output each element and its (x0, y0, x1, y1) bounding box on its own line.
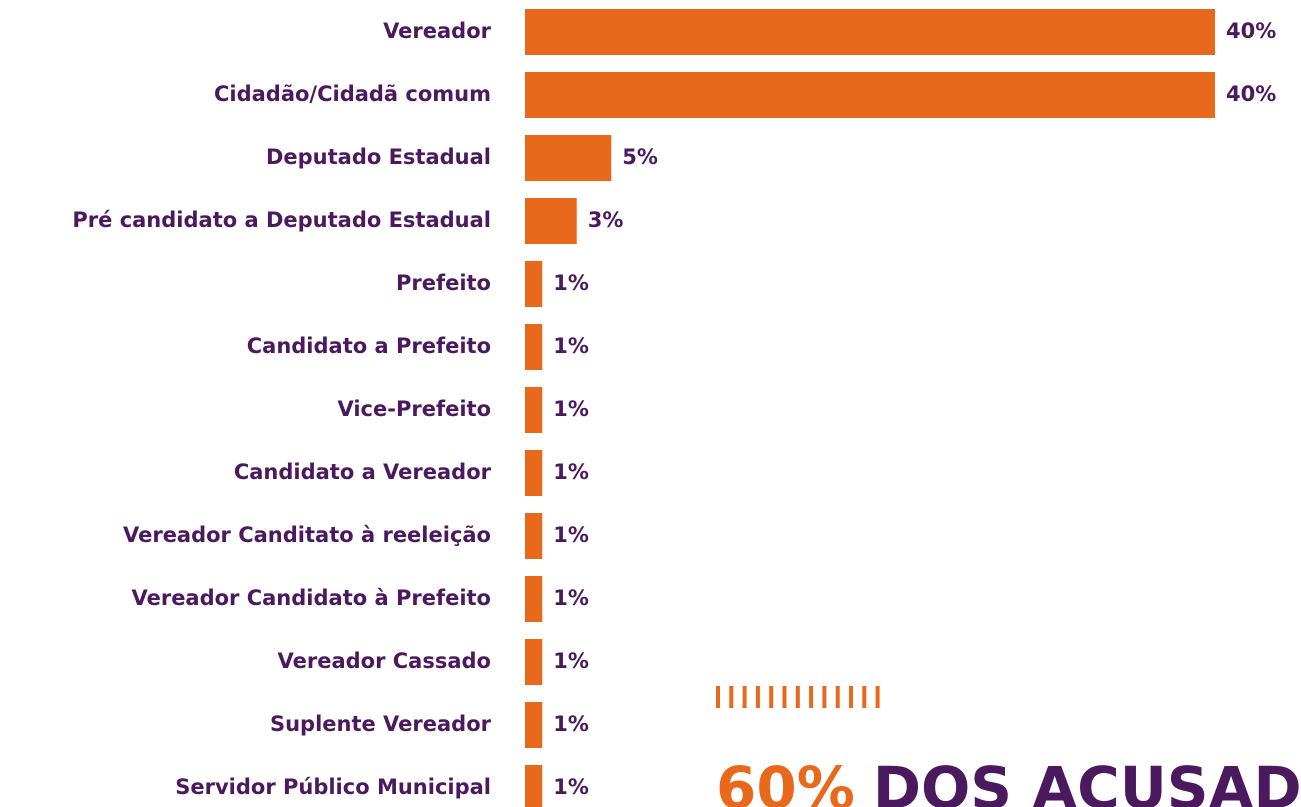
category-label: Candidato a Vereador (234, 460, 492, 484)
value-label: 1% (553, 775, 589, 799)
decoration-tick (716, 686, 720, 708)
bar (525, 387, 543, 433)
category-label: Servidor Público Municipal (175, 775, 491, 799)
value-label: 5% (622, 145, 658, 169)
decoration-tick (782, 686, 787, 708)
value-label: 1% (553, 523, 589, 547)
bar (525, 576, 543, 622)
bar (525, 450, 543, 496)
bar (525, 324, 543, 370)
value-label: 1% (553, 712, 589, 736)
decoration-ticks (716, 686, 880, 708)
decoration-tick (822, 686, 827, 708)
value-label: 1% (553, 460, 589, 484)
bar (525, 639, 543, 685)
decoration-tick (809, 686, 814, 708)
decoration-tick (835, 686, 840, 708)
decoration-tick (862, 686, 867, 708)
decoration-tick (875, 686, 880, 708)
value-label: 1% (553, 649, 589, 673)
value-label: 1% (553, 271, 589, 295)
bar (525, 765, 543, 807)
decoration-tick (795, 686, 800, 708)
category-label: Vereador Candidato à Prefeito (131, 586, 491, 610)
decoration-tick (849, 686, 853, 708)
decoration-tick (729, 686, 734, 708)
category-label: Cidadão/Cidadã comum (214, 82, 491, 106)
category-label: Prefeito (396, 271, 491, 295)
value-label: 40% (1226, 19, 1276, 43)
category-label: Vereador (383, 19, 492, 43)
category-label: Pré candidato a Deputado Estadual (72, 208, 491, 232)
category-label: Vereador Cassado (278, 649, 491, 673)
decoration-tick (755, 686, 760, 708)
bar (525, 261, 543, 307)
category-label: Suplente Vereador (270, 712, 492, 736)
headline: 60% DOS ACUSADOS (716, 754, 1301, 807)
value-label: 1% (553, 586, 589, 610)
category-label: Candidato a Prefeito (247, 334, 491, 358)
value-label: 3% (588, 208, 624, 232)
bar (525, 513, 543, 559)
category-label: Vice-Prefeito (337, 397, 491, 421)
bar (525, 9, 1215, 55)
category-label: Vereador Canditato à reeleição (123, 523, 491, 547)
headline-highlight: 60% (716, 754, 855, 807)
bar (525, 702, 543, 748)
value-label: 1% (553, 334, 589, 358)
decoration-tick (742, 686, 747, 708)
decoration-tick (769, 686, 774, 708)
bar (525, 198, 577, 244)
headline-text: DOS ACUSADOS (873, 754, 1301, 807)
value-label: 40% (1226, 82, 1276, 106)
category-label: Deputado Estadual (266, 145, 491, 169)
bar (525, 72, 1215, 118)
bar (525, 135, 612, 181)
value-label: 1% (553, 397, 589, 421)
